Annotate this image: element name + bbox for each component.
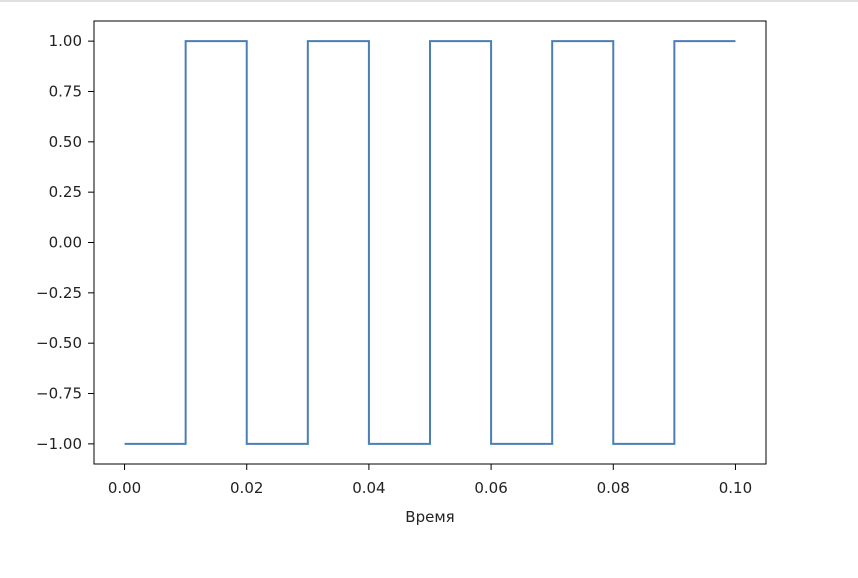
y-tick-label: 0.25 bbox=[49, 183, 82, 201]
y-tick-label: −0.50 bbox=[36, 334, 82, 352]
x-axis: 0.00 0.02 0.04 0.06 0.08 0.10 bbox=[108, 464, 752, 497]
y-tick-label: −0.75 bbox=[36, 385, 82, 403]
y-tick-label: 0.75 bbox=[49, 82, 82, 100]
y-tick-label: 0.50 bbox=[49, 133, 82, 151]
y-tick-label: 0.00 bbox=[49, 234, 82, 252]
series-layer bbox=[124, 40, 736, 445]
y-tick-label: −0.25 bbox=[36, 284, 82, 302]
y-tick-label: 1.00 bbox=[49, 32, 82, 50]
x-tick-label: 0.10 bbox=[719, 479, 752, 497]
x-tick-label: 0.04 bbox=[352, 479, 385, 497]
y-tick-label: −1.00 bbox=[36, 435, 82, 453]
x-tick-label: 0.06 bbox=[474, 479, 507, 497]
x-tick-label: 0.00 bbox=[108, 479, 141, 497]
y-axis: 1.00 0.75 0.50 0.25 0.00 −0.25 −0.50 −0.75 −1.00 bbox=[36, 32, 94, 453]
x-tick-label: 0.08 bbox=[597, 479, 630, 497]
x-tick-label: 0.02 bbox=[230, 479, 263, 497]
x-axis-title: Время bbox=[405, 508, 454, 526]
series-line-0 bbox=[124, 40, 736, 445]
top-divider bbox=[0, 0, 858, 2]
